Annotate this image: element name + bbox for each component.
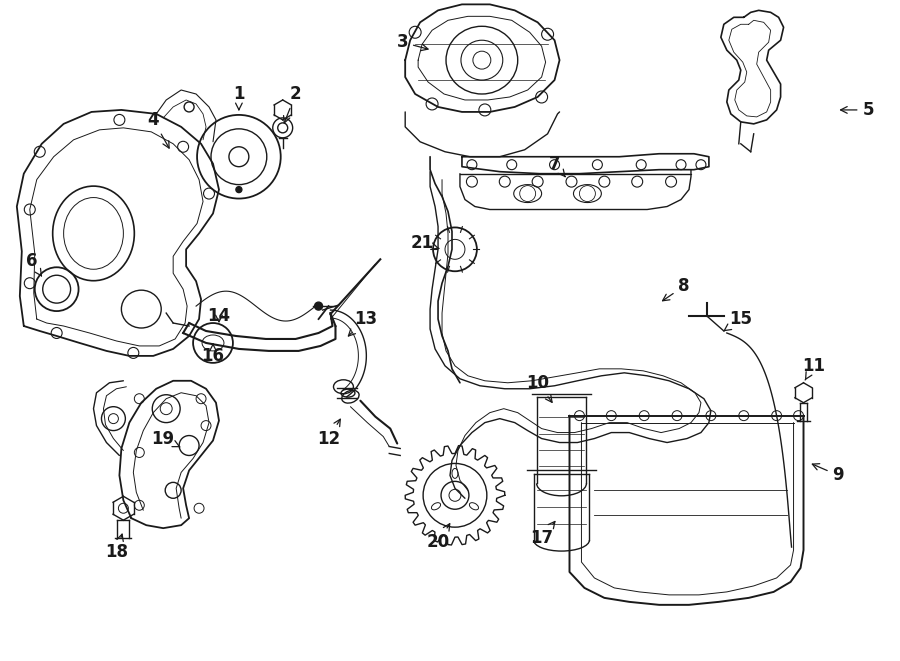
Text: 18: 18 bbox=[105, 534, 128, 561]
Text: 1: 1 bbox=[233, 85, 245, 110]
Text: 3: 3 bbox=[396, 33, 428, 51]
Text: 15: 15 bbox=[724, 310, 752, 330]
Text: 7: 7 bbox=[549, 155, 565, 176]
Text: 20: 20 bbox=[427, 524, 450, 551]
Text: 10: 10 bbox=[526, 373, 552, 403]
Text: 4: 4 bbox=[148, 111, 169, 148]
Text: 16: 16 bbox=[202, 344, 224, 365]
Text: 9: 9 bbox=[813, 464, 844, 485]
Text: 14: 14 bbox=[207, 307, 230, 325]
Text: 8: 8 bbox=[662, 277, 689, 301]
Text: 21: 21 bbox=[410, 235, 439, 253]
Text: 2: 2 bbox=[284, 85, 302, 123]
Text: 12: 12 bbox=[317, 419, 340, 447]
Circle shape bbox=[315, 302, 322, 310]
Text: 17: 17 bbox=[530, 522, 555, 547]
Text: 11: 11 bbox=[802, 357, 825, 380]
Text: 13: 13 bbox=[348, 310, 377, 336]
Text: 5: 5 bbox=[841, 101, 874, 119]
Text: 19: 19 bbox=[151, 430, 180, 447]
Circle shape bbox=[236, 186, 242, 192]
Text: 6: 6 bbox=[26, 253, 41, 276]
